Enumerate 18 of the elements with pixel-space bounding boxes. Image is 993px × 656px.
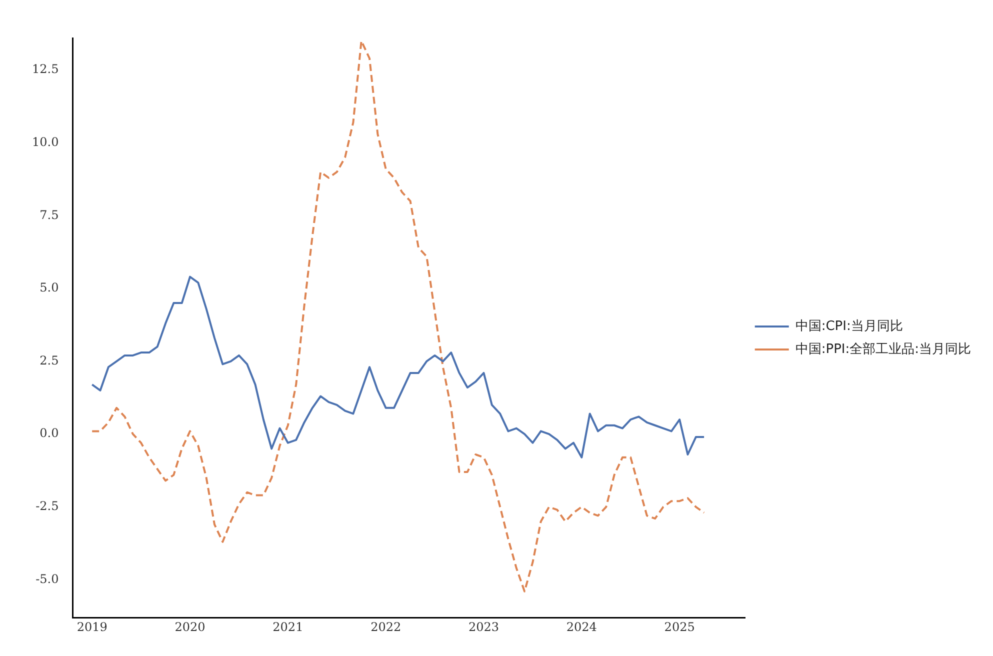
x-tick-label: 2024 xyxy=(566,620,598,634)
y-tick-label: 0.0 xyxy=(40,426,59,440)
x-tick-label: 2021 xyxy=(272,620,304,634)
y-tick-label: 7.5 xyxy=(40,208,59,222)
line-series xyxy=(91,40,706,592)
x-tick-label: 2019 xyxy=(76,620,108,634)
legend-label: 中国:PPI:全部工业品:当月同比 xyxy=(795,342,972,357)
legend-label: 中国:CPI:当月同比 xyxy=(795,318,903,334)
y-tick-label: 10.0 xyxy=(32,134,59,149)
y-tick-label: 12.5 xyxy=(32,62,59,76)
x-tick-label: 2020 xyxy=(174,620,206,634)
x-tick-label: 2025 xyxy=(664,620,695,634)
y-tick-label: -5.0 xyxy=(36,572,59,586)
x-tick-label: 2022 xyxy=(370,620,402,634)
y-tick-label: -2.5 xyxy=(36,499,59,514)
x-tick-label: 2023 xyxy=(468,620,500,634)
y-tick-label: 2.5 xyxy=(40,353,59,368)
y-tick-label: 5.0 xyxy=(40,280,59,295)
